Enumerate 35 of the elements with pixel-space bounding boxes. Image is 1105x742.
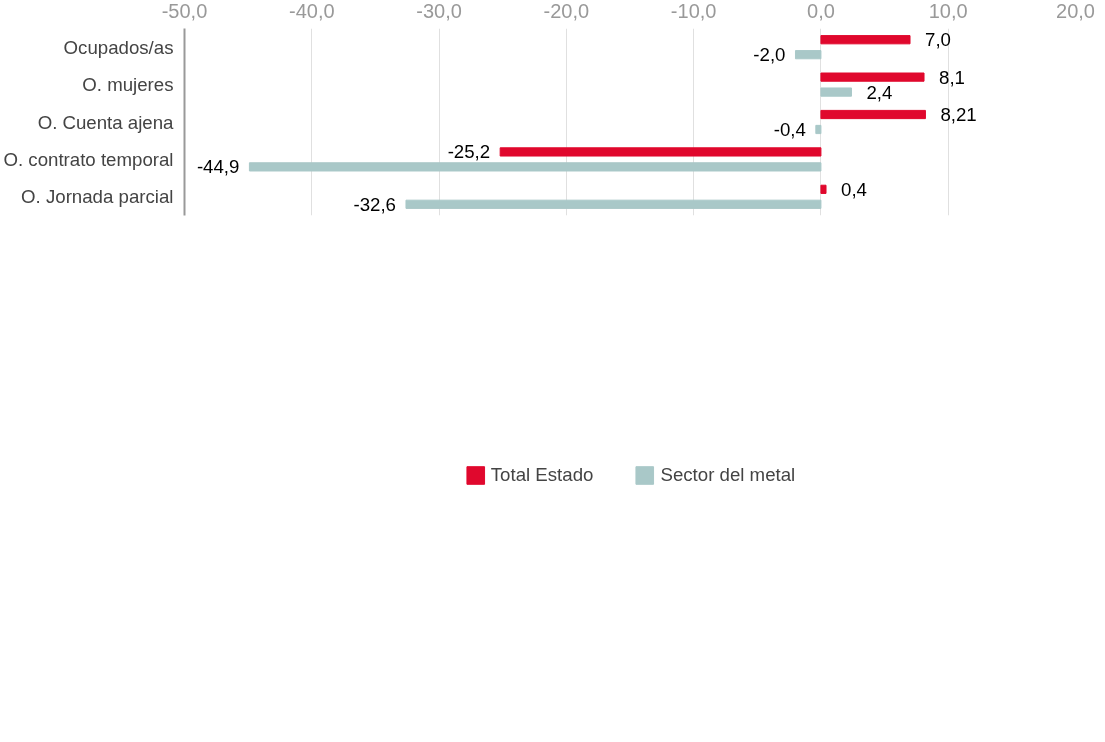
- data-label: 7,0: [925, 29, 951, 51]
- data-label: -0,4: [773, 118, 806, 140]
- x-tick-label: 10,0: [928, 0, 968, 22]
- x-tick-label: -10,0: [670, 0, 717, 22]
- bar: [820, 87, 852, 97]
- bar: [820, 35, 911, 45]
- y-tick-label: O. Jornada parcial: [21, 186, 174, 208]
- bar: [820, 72, 925, 82]
- bar: [405, 199, 822, 209]
- bar: [820, 184, 827, 194]
- bar: [820, 109, 926, 120]
- data-label: -2,0: [753, 44, 786, 66]
- legend-label: Total Estado: [490, 464, 594, 486]
- bar: [815, 124, 822, 135]
- data-label: 8,21: [940, 104, 977, 126]
- data-label: -32,6: [353, 193, 396, 215]
- x-tick-label: -40,0: [288, 0, 335, 22]
- legend-label: Sector del metal: [660, 464, 796, 486]
- data-label: 2,4: [866, 81, 893, 103]
- y-tick-label: Ocupados/as: [63, 36, 174, 58]
- data-label: -25,2: [447, 141, 491, 163]
- data-label: -44,9: [196, 156, 240, 178]
- bar: [794, 50, 822, 60]
- x-tick-label: -30,0: [416, 0, 462, 22]
- data-label: 0,4: [841, 178, 867, 200]
- x-tick-label: -50,0: [161, 0, 208, 22]
- bar: [248, 162, 822, 172]
- bar: [499, 147, 822, 157]
- x-tick-label: 20,0: [1056, 0, 1095, 22]
- x-tick-label: -20,0: [543, 0, 590, 22]
- data-label: 8,1: [939, 66, 965, 88]
- x-tick-label: 0,0: [807, 0, 835, 22]
- y-tick-label: O. Cuenta ajena: [37, 111, 175, 133]
- y-tick-label: O. mujeres: [82, 74, 174, 96]
- y-tick-label: O. contrato temporal: [3, 148, 174, 170]
